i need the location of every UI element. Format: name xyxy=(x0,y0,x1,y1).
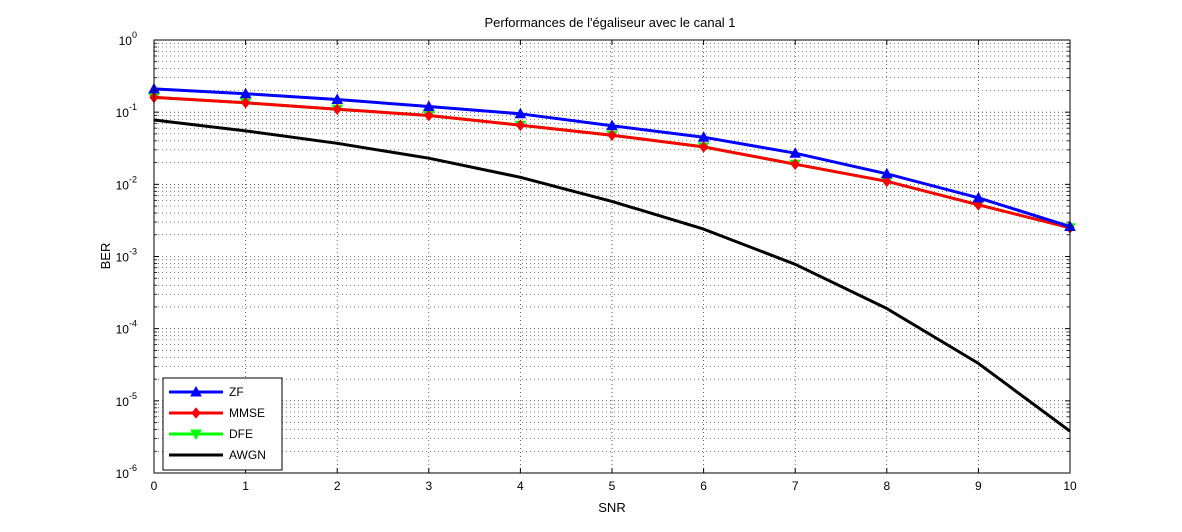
data-point xyxy=(190,385,202,397)
legend-label: ZF xyxy=(229,385,244,399)
data-point xyxy=(190,429,202,441)
y-tick-base: 10 xyxy=(116,395,130,409)
y-tick-base: 10 xyxy=(116,106,130,120)
x-tick-labels: 0 1 2 3 4 5 6 7 8 9 10 xyxy=(151,479,1077,493)
data-point xyxy=(607,129,617,141)
x-tick-label: 8 xyxy=(883,479,890,493)
y-tick-label: 100 xyxy=(119,30,137,48)
data-point xyxy=(240,96,251,109)
y-tick-exponent: -3 xyxy=(129,247,137,257)
legend-label: DFE xyxy=(229,427,253,441)
y-tick-exponent: -5 xyxy=(129,391,137,401)
y-tick-label: 10-2 xyxy=(116,174,137,192)
y-tick-exponent: -1 xyxy=(129,102,137,112)
data-point xyxy=(697,131,710,142)
y-tick-base: 10 xyxy=(116,178,130,192)
grid xyxy=(154,40,1070,473)
y-tick-label: 10-4 xyxy=(116,319,137,337)
y-tick-label: 10-6 xyxy=(116,463,137,481)
data-point xyxy=(191,407,201,419)
y-tick-exponent: -6 xyxy=(129,463,137,473)
x-tick-label: 10 xyxy=(1063,479,1077,493)
x-tick-label: 2 xyxy=(334,479,341,493)
x-tick-label: 4 xyxy=(517,479,524,493)
data-point xyxy=(790,158,800,171)
y-tick-exponent: -4 xyxy=(129,319,137,329)
y-tick-label: 10-1 xyxy=(116,102,137,120)
data-point xyxy=(332,103,342,115)
y-tick-exponent: 0 xyxy=(132,30,137,40)
data-point xyxy=(514,107,527,119)
series-layer xyxy=(148,82,1076,433)
y-tick-exponent: -2 xyxy=(129,174,137,184)
data-point xyxy=(698,141,709,153)
legend-item: DFE xyxy=(169,427,253,441)
legend-item: MMSE xyxy=(169,406,265,420)
data-point xyxy=(515,119,526,131)
series-zf xyxy=(148,82,1076,232)
data-point xyxy=(239,87,252,99)
data-point xyxy=(422,100,435,111)
data-point xyxy=(880,167,893,179)
x-tick-label: 9 xyxy=(975,479,982,493)
legend-label: MMSE xyxy=(229,406,265,420)
data-point xyxy=(424,109,434,122)
y-tick-base: 10 xyxy=(116,323,130,337)
legend-item: AWGN xyxy=(169,448,266,462)
data-point xyxy=(606,119,618,131)
x-tick-label: 0 xyxy=(151,479,158,493)
x-tick-label: 1 xyxy=(242,479,249,493)
y-tick-base: 10 xyxy=(116,251,130,265)
legend-item: ZF xyxy=(169,385,244,399)
data-point xyxy=(789,147,802,158)
data-point xyxy=(972,191,985,203)
legend-label: AWGN xyxy=(229,448,266,462)
y-axis-label: BER xyxy=(98,243,113,270)
y-tick-base: 10 xyxy=(119,34,133,48)
data-point xyxy=(882,175,892,188)
y-tick-label: 10-3 xyxy=(116,247,137,265)
chart-title: Performances de l'égaliseur avec le cana… xyxy=(484,15,735,30)
x-tick-label: 3 xyxy=(425,479,432,493)
x-tick-label: 5 xyxy=(609,479,616,493)
x-axis-label: SNR xyxy=(598,500,625,515)
legend: ZF MMSE DFE AWGN xyxy=(162,377,283,471)
series-line xyxy=(153,118,1071,433)
series-awgn xyxy=(153,118,1071,433)
ticks xyxy=(153,39,1071,474)
y-tick-base: 10 xyxy=(116,467,130,481)
data-point xyxy=(331,93,344,104)
y-tick-label: 10-5 xyxy=(116,391,137,409)
x-tick-label: 7 xyxy=(792,479,799,493)
x-tick-label: 6 xyxy=(700,479,707,493)
